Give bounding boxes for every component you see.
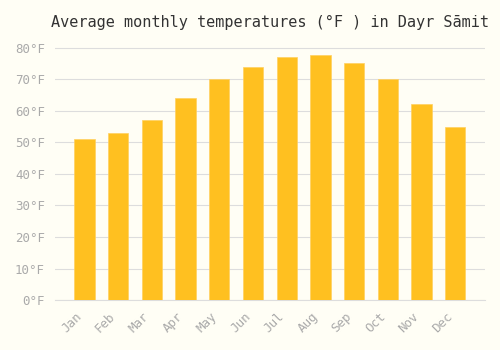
Bar	[445, 127, 466, 300]
Title: Average monthly temperatures (°F ) in Dayr Sāmit: Average monthly temperatures (°F ) in Da…	[51, 15, 489, 30]
Bar	[412, 104, 432, 300]
Bar	[276, 57, 297, 300]
Bar	[108, 133, 128, 300]
Bar	[176, 98, 196, 300]
Bar	[344, 63, 364, 300]
Bar	[74, 139, 94, 300]
Bar	[209, 79, 230, 300]
Bar	[142, 120, 162, 300]
Bar	[378, 79, 398, 300]
Bar	[243, 66, 263, 300]
Bar	[310, 56, 330, 300]
